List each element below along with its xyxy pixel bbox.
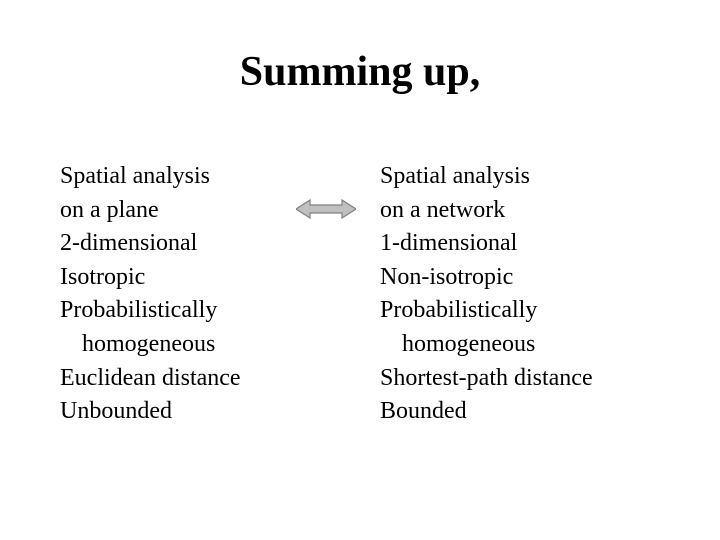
- right-line-7: Shortest-path distance: [380, 362, 680, 396]
- left-column: Spatial analysis on a plane 2-dimensiona…: [60, 160, 290, 429]
- right-line-6: homogeneous: [380, 328, 680, 362]
- left-line-6: homogeneous: [60, 328, 290, 362]
- left-line-1: Spatial analysis: [60, 160, 290, 194]
- right-line-3: 1-dimensional: [380, 227, 680, 261]
- double-arrow-icon: [296, 198, 356, 220]
- comparison-columns: Spatial analysis on a plane 2-dimensiona…: [60, 160, 680, 429]
- left-line-2: on a plane: [60, 194, 290, 228]
- right-line-2: on a network: [380, 194, 680, 228]
- left-line-7: Euclidean distance: [60, 362, 290, 396]
- right-line-4: Non-isotropic: [380, 261, 680, 295]
- left-line-3: 2-dimensional: [60, 227, 290, 261]
- right-line-5: Probabilistically: [380, 294, 680, 328]
- left-line-5: Probabilistically: [60, 294, 290, 328]
- left-line-4: Isotropic: [60, 261, 290, 295]
- right-column: Spatial analysis on a network 1-dimensio…: [380, 160, 680, 429]
- right-line-1: Spatial analysis: [380, 160, 680, 194]
- left-line-8: Unbounded: [60, 395, 290, 429]
- right-line-8: Bounded: [380, 395, 680, 429]
- slide-title: Summing up,: [0, 0, 720, 96]
